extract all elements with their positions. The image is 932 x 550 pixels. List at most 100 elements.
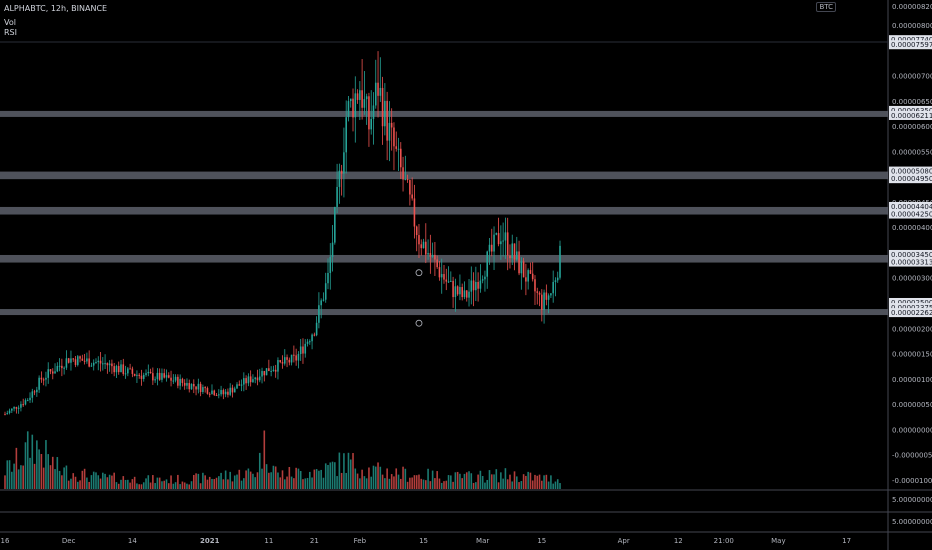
volume-bar (506, 479, 509, 489)
candle-body (90, 365, 93, 367)
candle-body (236, 384, 238, 389)
volume-bar (136, 483, 138, 489)
candle-body (320, 300, 322, 306)
candle-body (486, 251, 489, 277)
candle-body (261, 371, 263, 377)
volume-legend[interactable]: Vol (4, 18, 16, 27)
volume-bar (515, 476, 518, 489)
candle-body (213, 390, 216, 396)
volume-bar (327, 464, 329, 489)
candle-body (92, 362, 95, 366)
volume-bar (552, 483, 554, 489)
volume-bar (179, 484, 181, 489)
candle-body (95, 362, 97, 364)
level-label-bg (889, 201, 932, 211)
candle-body (368, 96, 370, 130)
price-axis-tick-label: 0.00000150 (892, 351, 932, 359)
volume-bar (352, 453, 354, 489)
volume-bar (270, 472, 272, 489)
candle-body (192, 384, 195, 387)
volume-bar (167, 483, 170, 489)
candle-body (556, 277, 559, 281)
volume-bar (47, 454, 50, 489)
volume-bar (415, 475, 418, 489)
volume-bar (518, 482, 520, 489)
candle-body (163, 373, 166, 378)
volume-bar (299, 470, 302, 489)
volume-bar (40, 454, 43, 489)
volume-bar (495, 469, 498, 489)
candle-body (129, 368, 131, 370)
candle-body (302, 346, 304, 354)
volume-bar (192, 474, 195, 489)
candle-body (331, 242, 334, 257)
candle-body (120, 364, 122, 373)
volume-bar (525, 475, 527, 489)
candle-body (297, 353, 300, 361)
volume-bar (88, 481, 90, 489)
volume-bar (306, 477, 309, 489)
candle-body (334, 206, 336, 243)
level-label: 0.00004250 (891, 211, 932, 219)
rsi-legend[interactable]: RSI (4, 28, 17, 37)
volume-bar (174, 482, 177, 489)
volume-bar (204, 475, 206, 489)
resistance-band (0, 309, 888, 316)
volume-bar (545, 474, 548, 489)
time-axis-tick-label: 15 (419, 537, 428, 545)
volume-bar (550, 475, 552, 489)
candle-body (461, 287, 463, 298)
volume-bar (488, 470, 491, 489)
volume-bar (261, 468, 263, 489)
volume-bar (413, 475, 416, 489)
candle-body (65, 358, 68, 368)
volume-bar (81, 470, 84, 489)
volume-bar (131, 479, 134, 489)
candle-body (365, 96, 368, 100)
volume-bar (349, 459, 352, 489)
volume-bar (406, 481, 409, 489)
candle-body (215, 395, 218, 397)
candle-body (543, 292, 545, 310)
volume-bar (258, 452, 261, 489)
volume-bar (422, 479, 425, 489)
candle-body (79, 356, 81, 359)
volume-bar (202, 472, 204, 489)
candle-body (547, 295, 550, 300)
candle-body (72, 358, 75, 360)
volume-bar (120, 479, 122, 489)
candle-body (384, 100, 386, 127)
volume-bar (233, 475, 236, 489)
candle-body (222, 390, 225, 395)
candle-body (270, 370, 272, 372)
candle-body (108, 363, 111, 366)
volume-bar (227, 479, 229, 489)
volume-bar (293, 478, 295, 489)
time-axis-tick-label: 21 (310, 537, 319, 545)
price-axis-tick-label: 0.00000050 (892, 401, 932, 409)
candle-body (559, 245, 561, 278)
candle-body (445, 279, 448, 282)
candle-body (170, 377, 172, 381)
candle-body (240, 384, 243, 386)
candle-body (63, 367, 65, 369)
candle-body (475, 281, 477, 291)
volume-bar (243, 478, 245, 489)
volume-bar (213, 479, 216, 489)
candle-body (349, 98, 352, 102)
symbol-legend[interactable]: ALPHABTC, 12h, BINANCE (4, 4, 108, 13)
volume-bar (199, 483, 202, 489)
candle-body (495, 233, 498, 235)
volume-bar (51, 456, 54, 489)
candle-body (49, 369, 52, 372)
candle-body (386, 100, 388, 141)
level-label: 0.00006350 (891, 107, 932, 115)
candle-body (431, 254, 434, 257)
candle-body (415, 226, 418, 236)
candle-body (425, 241, 427, 255)
level-label-bg (889, 257, 932, 267)
currency-unit-badge[interactable]: BTC (816, 2, 836, 12)
volume-bar (156, 477, 159, 489)
volume-bar (477, 474, 479, 489)
